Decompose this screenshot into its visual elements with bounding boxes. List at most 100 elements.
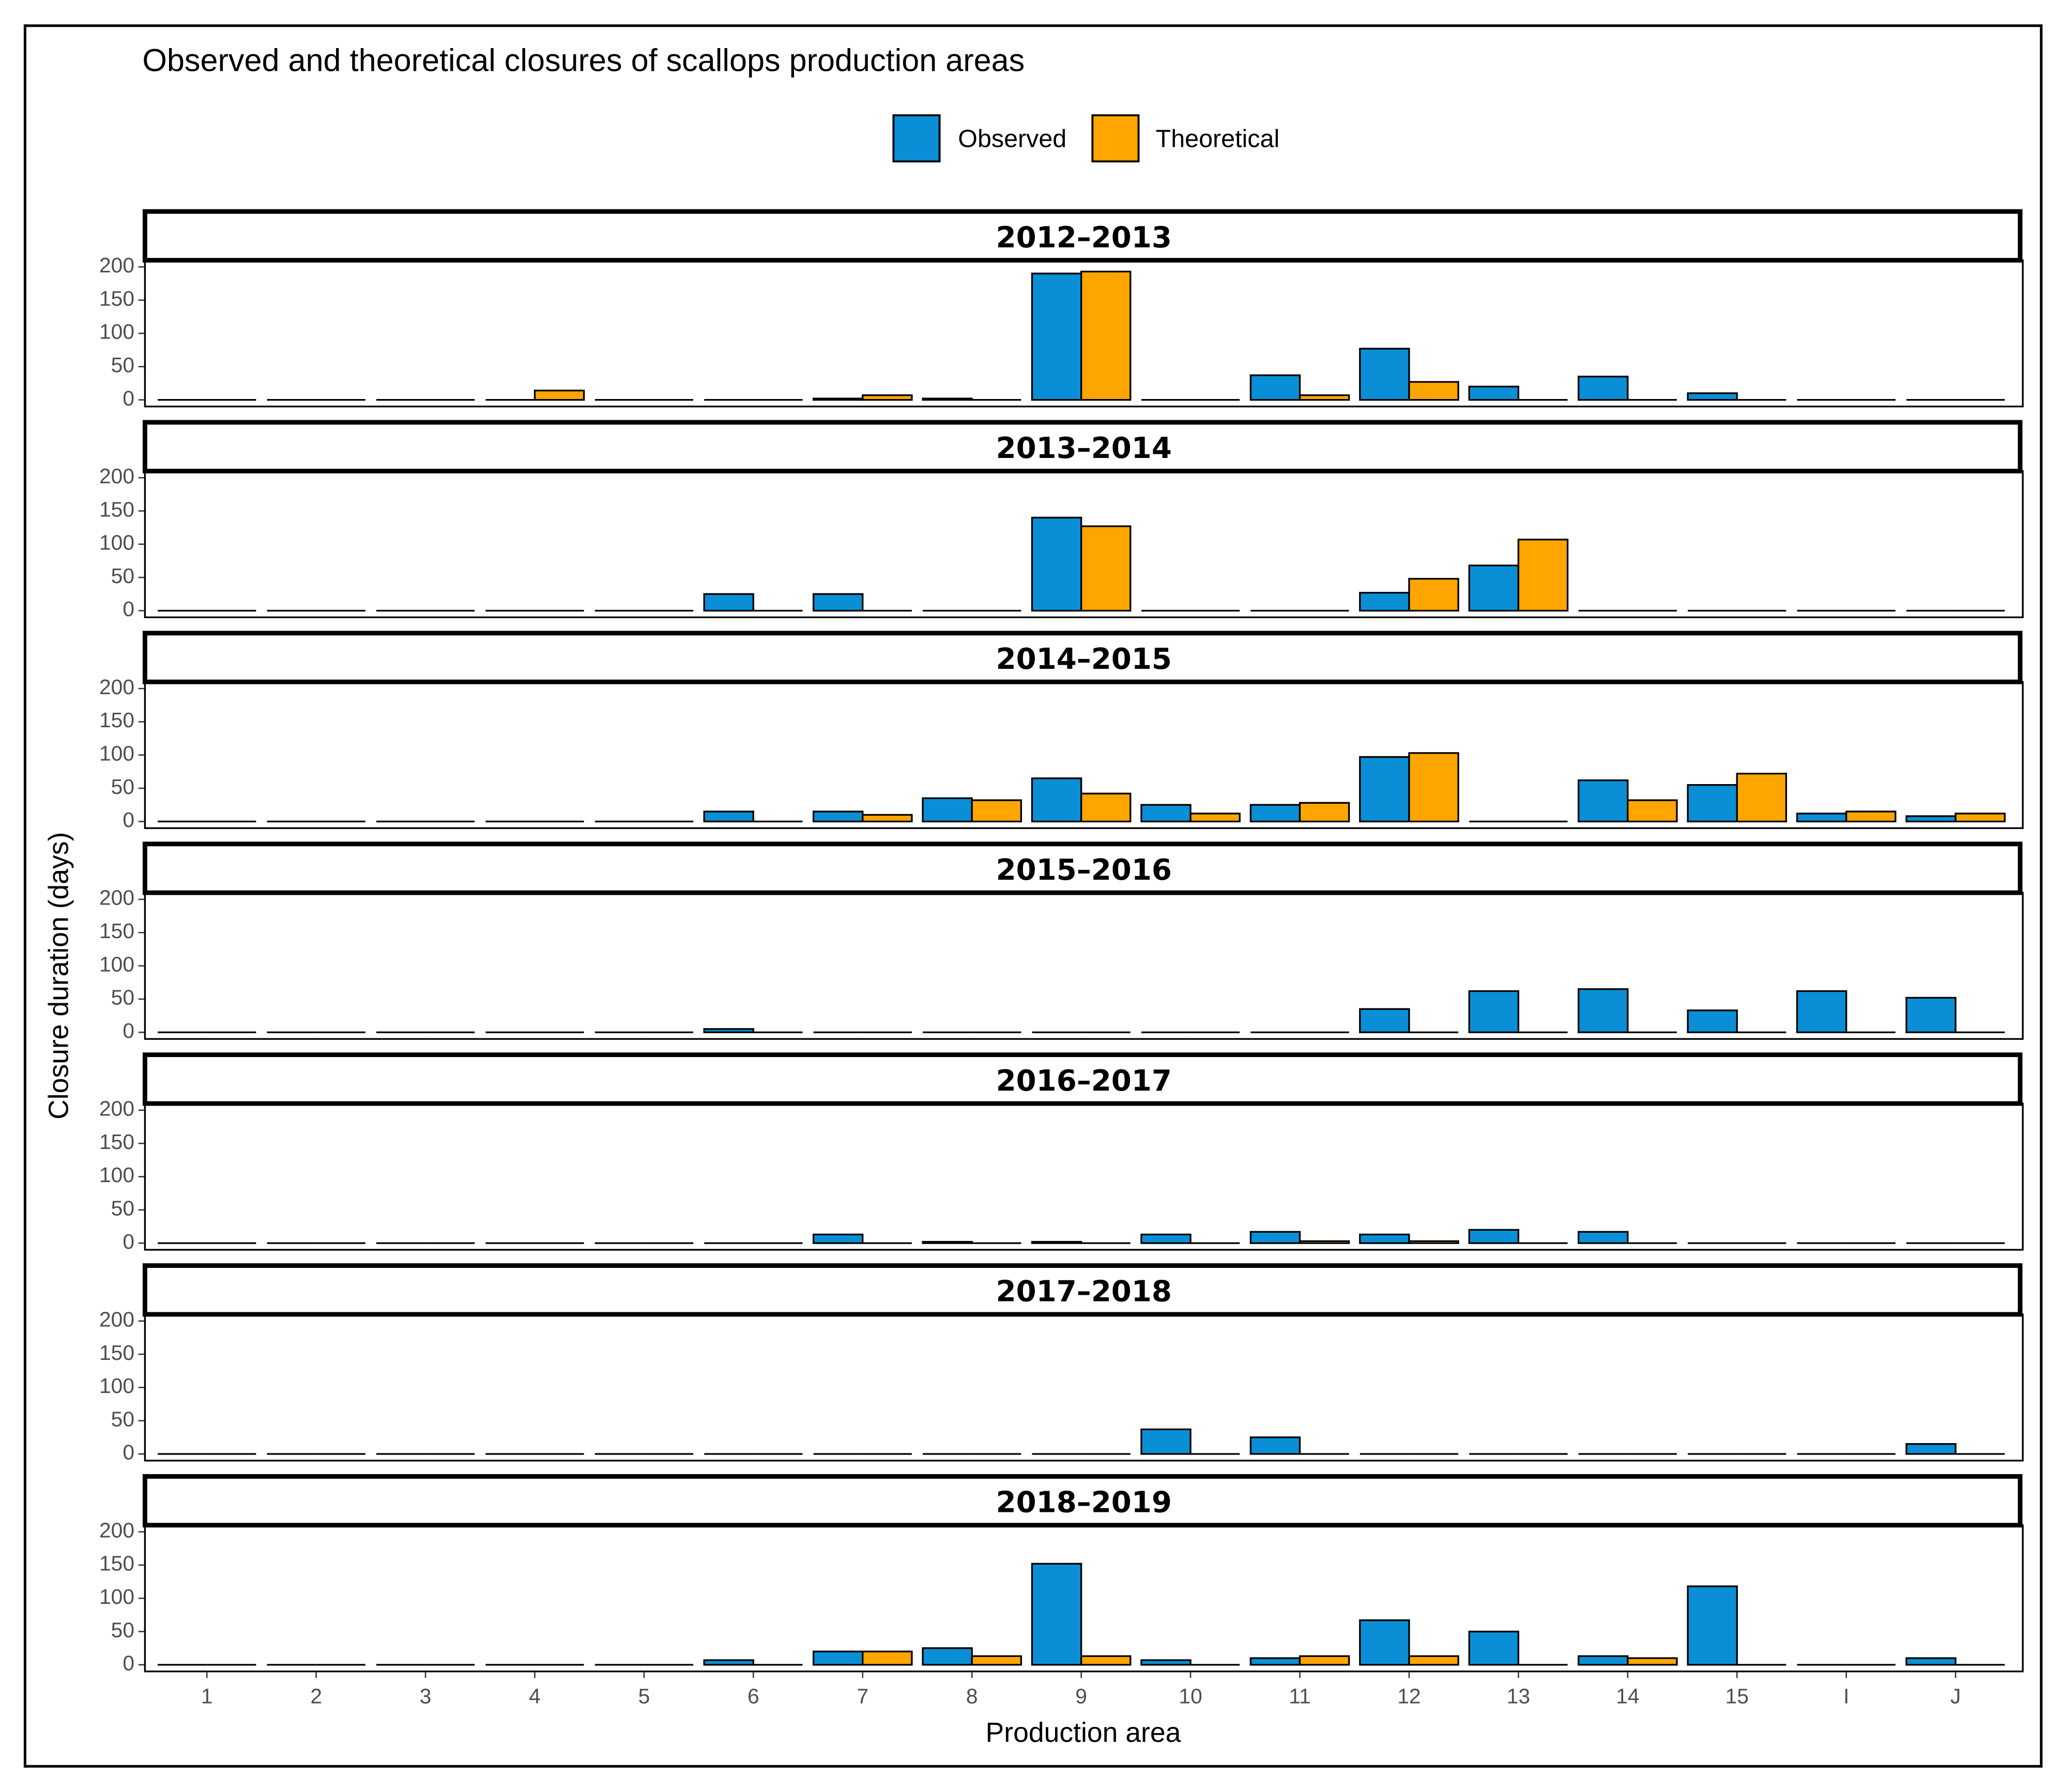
y-tick-label: 0: [123, 808, 134, 832]
bar: [1408, 1655, 1459, 1666]
bar: [1359, 756, 1410, 823]
bar: [703, 1659, 755, 1666]
bar: [1140, 1659, 1192, 1666]
bar: [1468, 1630, 1520, 1666]
bar: [1359, 1619, 1410, 1666]
x-tick-label: 7: [857, 1684, 868, 1708]
y-tick-label: 150: [99, 708, 134, 732]
y-tick-label: 0: [123, 1441, 134, 1464]
bar: [1408, 381, 1459, 401]
bar: [862, 814, 913, 823]
bar: [1905, 997, 1957, 1033]
bar: [1299, 1240, 1350, 1244]
bar: [1517, 539, 1569, 612]
x-tick-label: 6: [747, 1684, 759, 1708]
bar: [1359, 592, 1410, 612]
y-axis-label: Closure duration (days): [43, 832, 74, 1120]
y-tick-label: 100: [99, 741, 134, 765]
plot-border: [144, 1313, 2024, 1462]
bar: [1299, 394, 1350, 401]
y-tick-label: 200: [99, 253, 134, 277]
y-tick-label: 0: [123, 1019, 134, 1043]
plot-border: [144, 259, 2024, 408]
y-tick-label: 200: [99, 1097, 134, 1121]
strip-title: 2017–2018: [996, 1275, 1172, 1309]
y-tick-label: 200: [99, 1308, 134, 1331]
bar: [1408, 578, 1459, 612]
legend-swatch: [892, 114, 941, 163]
y-tick-label: 0: [123, 1651, 134, 1675]
bar: [1359, 347, 1410, 401]
bar: [1577, 1655, 1629, 1666]
bar: [1299, 1655, 1350, 1666]
bar: [922, 797, 973, 823]
bar: [1627, 1657, 1678, 1666]
bar: [1031, 1240, 1082, 1244]
bar: [1627, 799, 1678, 823]
bar: [1577, 988, 1629, 1033]
strip-title: 2013–2014: [996, 432, 1172, 465]
y-tick-label: 50: [111, 564, 134, 588]
bar: [922, 1240, 973, 1244]
strip: [142, 841, 2023, 895]
y-tick-label: 0: [123, 1230, 134, 1253]
x-tick-label: 9: [1075, 1684, 1087, 1708]
x-tick-label: I: [1843, 1684, 1849, 1708]
y-tick-label: 200: [99, 1518, 134, 1542]
y-tick-label: 200: [99, 886, 134, 910]
bar: [1408, 1240, 1459, 1244]
y-tick-label: 150: [99, 286, 134, 310]
legend-swatch: [1091, 114, 1140, 163]
bar: [812, 397, 864, 401]
bar: [1080, 525, 1132, 612]
x-tick-label: J: [1950, 1684, 1961, 1708]
bar: [1031, 1563, 1082, 1666]
strip-title: 2015–2016: [996, 853, 1172, 887]
bar: [1249, 374, 1301, 401]
y-tick-label: 50: [111, 1197, 134, 1220]
x-tick-label: 3: [420, 1684, 432, 1708]
plot-border: [144, 681, 2024, 829]
strip-title: 2014–2015: [996, 642, 1172, 676]
x-tick-label: 12: [1397, 1684, 1421, 1708]
bar: [1468, 564, 1520, 612]
x-tick-label: 10: [1179, 1684, 1202, 1708]
bar: [1249, 1231, 1301, 1244]
bar: [1359, 1233, 1410, 1244]
y-tick-label: 200: [99, 675, 134, 699]
y-tick-label: 150: [99, 919, 134, 943]
frame: [23, 24, 2043, 1768]
y-tick-label: 150: [99, 1341, 134, 1365]
x-tick-label: 4: [529, 1684, 541, 1708]
strip: [142, 1052, 2023, 1106]
y-tick-label: 100: [99, 1163, 134, 1187]
bar: [812, 810, 864, 823]
bar: [1031, 272, 1082, 401]
strip: [142, 1474, 2023, 1528]
bar: [1955, 813, 2006, 823]
strip: [142, 420, 2023, 473]
bar: [533, 389, 585, 401]
x-tick-label: 1: [201, 1684, 213, 1708]
bar: [1468, 386, 1520, 401]
bar: [1408, 752, 1459, 823]
bar: [922, 397, 973, 401]
plot-border: [144, 1102, 2024, 1251]
bar: [971, 1655, 1022, 1666]
y-tick-label: 50: [111, 1618, 134, 1642]
bar: [1249, 804, 1301, 823]
bar: [1736, 773, 1788, 823]
bar: [862, 1650, 913, 1666]
y-tick-label: 150: [99, 497, 134, 521]
bar: [1905, 815, 1957, 823]
bar: [1140, 1428, 1192, 1455]
legend-label: Observed: [958, 125, 1066, 152]
bar: [1080, 792, 1132, 823]
bar: [1468, 990, 1520, 1033]
bar: [1905, 1443, 1957, 1455]
bar: [1687, 1585, 1738, 1666]
bar: [703, 1028, 755, 1033]
bar: [1468, 1229, 1520, 1244]
y-tick-label: 100: [99, 320, 134, 344]
